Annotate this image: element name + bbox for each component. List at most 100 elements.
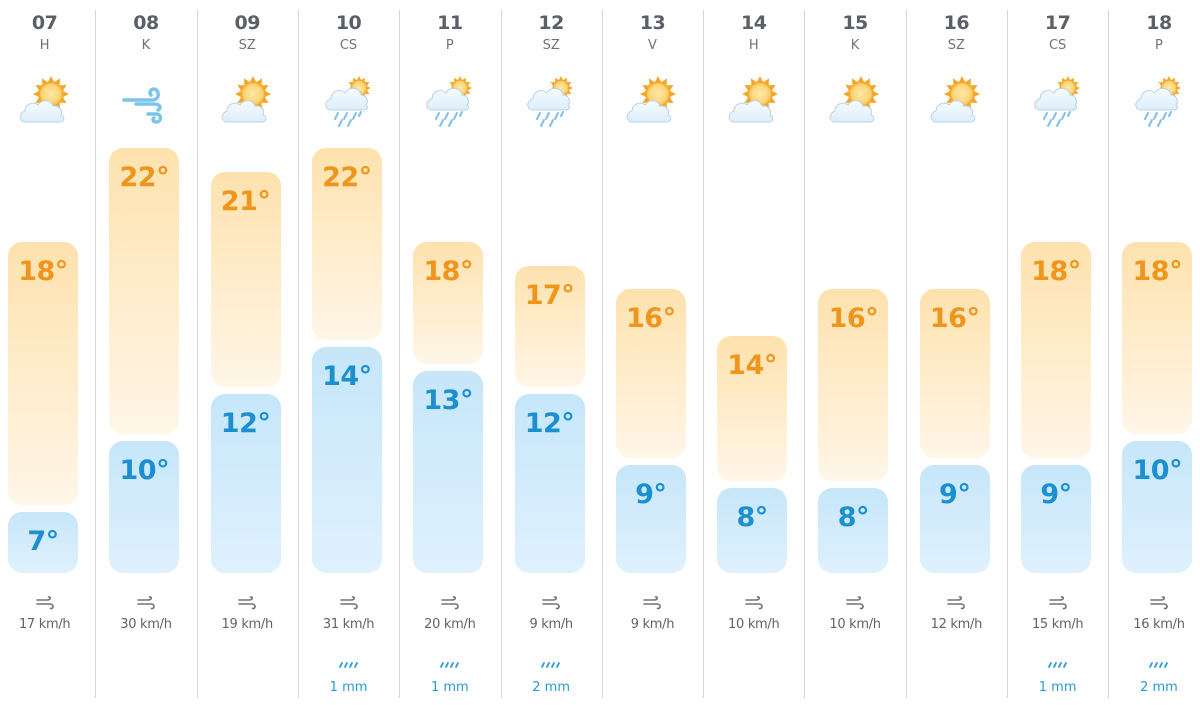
partly-cloudy-icon <box>928 74 984 130</box>
low-temp-bar: 10° <box>1122 441 1193 573</box>
day-number: 15 <box>842 12 868 34</box>
low-temp-bar: 7° <box>8 511 78 573</box>
high-temp-bar: 18° <box>8 242 78 505</box>
low-temp: 12° <box>220 408 271 439</box>
wind-icon <box>1048 596 1068 610</box>
high-temp-bar: 17° <box>514 265 585 387</box>
column-divider <box>804 10 806 698</box>
day-number: 16 <box>943 12 970 34</box>
low-temp-bar: 9° <box>1021 464 1091 573</box>
low-temp: 9° <box>635 478 667 510</box>
high-temp: 14° <box>727 350 777 381</box>
weekday-label: H <box>39 38 50 53</box>
day-column[interactable]: 09 SZ 21° 12° 19 km/h <box>197 0 298 700</box>
high-temp: 16° <box>626 303 676 334</box>
rain-icon <box>1047 660 1069 670</box>
low-temp: 7° <box>27 525 59 557</box>
high-temp: 18° <box>1031 256 1081 287</box>
high-temp: 18° <box>1132 256 1183 287</box>
day-column[interactable]: 16 SZ 16° 9° 12 km/h <box>906 0 1007 700</box>
low-temp: 10° <box>119 455 170 486</box>
wind-speed: 20 km/h <box>424 617 476 632</box>
high-temp-bar: 18° <box>413 242 484 364</box>
high-temp: 18° <box>423 256 473 287</box>
wind-icon <box>744 596 764 610</box>
wind-icon <box>136 596 156 610</box>
low-temp-bar: 14° <box>311 347 382 573</box>
partly-cloudy-icon <box>827 74 883 130</box>
low-temp-bar: 10° <box>109 441 180 573</box>
rain-icon <box>338 660 360 670</box>
low-temp-bar: 8° <box>717 488 788 573</box>
wind-speed: 9 km/h <box>529 617 573 632</box>
column-divider <box>1007 10 1008 698</box>
wind-speed: 10 km/h <box>829 617 881 632</box>
high-temp-bar: 16° <box>818 289 889 481</box>
day-column[interactable]: 07 H 18° 7° 17 km/h <box>0 0 95 700</box>
day-number: 10 <box>335 12 362 34</box>
rain-showers-icon <box>1030 74 1086 130</box>
weekday-label: P <box>1155 38 1163 53</box>
weekday-label: CS <box>339 38 358 53</box>
wind-speed: 9 km/h <box>630 617 675 632</box>
low-temp: 8° <box>736 502 768 533</box>
wind-speed: 17 km/h <box>18 617 71 632</box>
day-column[interactable]: 10 CS 22° 14° 31 km/h 1 mm <box>298 0 399 700</box>
column-divider <box>1108 10 1110 698</box>
rain-icon <box>540 660 562 670</box>
weekday-label: K <box>850 38 860 53</box>
precipitation-amount: 1 mm <box>430 680 469 695</box>
partly-cloudy-icon <box>624 74 680 130</box>
wind-icon <box>440 596 460 610</box>
weekday-label: SZ <box>238 38 256 53</box>
low-temp: 14° <box>322 361 372 392</box>
low-temp-bar: 8° <box>818 488 889 573</box>
low-temp-bar: 13° <box>413 370 484 573</box>
day-number: 12 <box>538 12 564 34</box>
high-temp-bar: 21° <box>210 171 281 387</box>
day-column[interactable]: 11 P 18° 13° 20 km/h 1 mm <box>399 0 500 700</box>
wind-icon <box>237 596 257 610</box>
high-temp: 16° <box>929 303 980 334</box>
column-divider <box>196 10 198 698</box>
high-temp: 21° <box>220 185 271 217</box>
partly-cloudy-icon <box>726 74 782 130</box>
precipitation-amount: 2 mm <box>1140 680 1178 695</box>
high-temp-bar: 22° <box>109 148 180 434</box>
high-temp: 22° <box>119 162 170 193</box>
wind-speed: 12 km/h <box>930 617 983 632</box>
rain-showers-icon <box>523 74 579 130</box>
precipitation-amount: 1 mm <box>329 680 368 695</box>
wind-speed: 15 km/h <box>1031 617 1084 632</box>
high-temp-bar: 14° <box>717 336 788 481</box>
day-number: 17 <box>1044 12 1071 34</box>
low-temp: 10° <box>1132 455 1183 486</box>
low-temp: 13° <box>423 384 473 416</box>
day-number: 09 <box>234 12 261 34</box>
high-temp: 17° <box>524 279 575 311</box>
low-temp-bar: 9° <box>615 464 686 573</box>
column-divider <box>297 10 299 698</box>
day-column[interactable]: 12 SZ 17° 12° 9 km/h 2 mm <box>501 0 602 700</box>
day-column[interactable]: 17 CS 18° 9° 15 km/h 1 mm <box>1007 0 1108 700</box>
low-temp-bar: 12° <box>514 394 585 573</box>
wind-speed: 16 km/h <box>1133 617 1185 632</box>
weekday-label: SZ <box>542 38 560 53</box>
day-number: 18 <box>1146 12 1172 34</box>
low-temp: 12° <box>524 408 575 439</box>
column-divider <box>703 10 705 698</box>
day-column[interactable]: 15 K 16° 8° 10 km/h <box>804 0 905 700</box>
high-temp-bar: 22° <box>311 148 382 340</box>
rain-showers-icon <box>422 74 478 130</box>
column-divider <box>905 10 907 698</box>
wind-icon <box>946 596 966 610</box>
weekday-label: CS <box>1048 38 1067 53</box>
partly-cloudy-icon <box>17 74 73 130</box>
day-column[interactable]: 18 P 18° 10° 16 km/h 2 mm <box>1108 0 1200 700</box>
rain-showers-icon <box>321 74 377 130</box>
day-column[interactable]: 14 H 14° 8° 10 km/h <box>703 0 804 700</box>
day-column[interactable]: 08 K 22° 10° 30 km/h <box>95 0 196 700</box>
day-column[interactable]: 13 V 16° 9° 9 km/h <box>602 0 703 700</box>
weekday-label: H <box>748 38 759 53</box>
rain-icon <box>439 660 461 670</box>
